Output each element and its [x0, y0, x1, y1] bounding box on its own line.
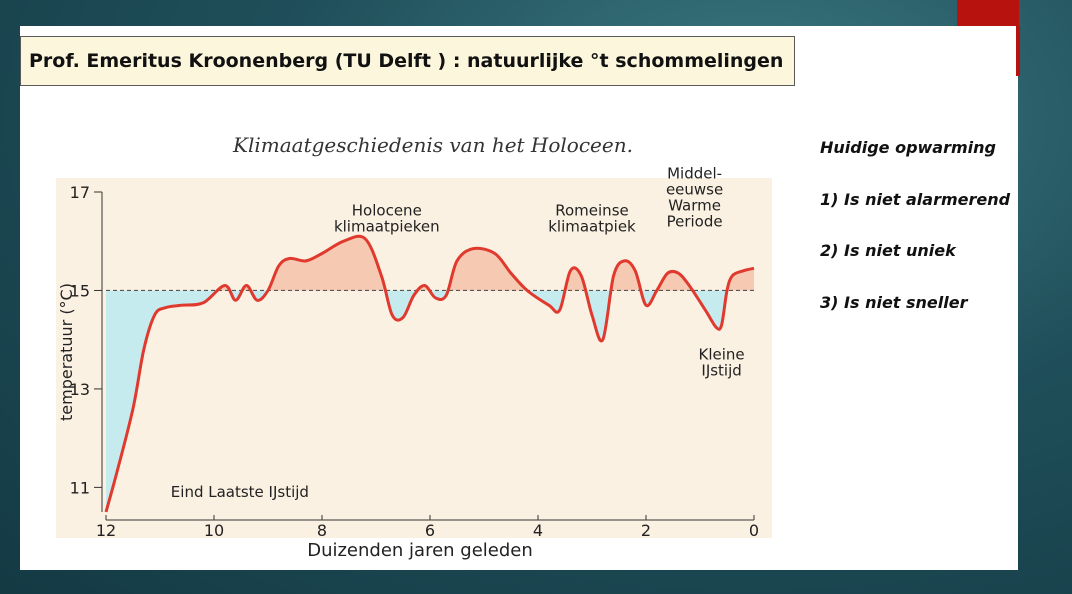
- holocene-chart: Klimaatgeschiedenis van het Holoceen. 17 1…: [56, 133, 772, 561]
- x-tick-label: 8: [317, 521, 327, 540]
- x-tick-label: 0: [749, 521, 759, 540]
- x-tick-label: 6: [425, 521, 435, 540]
- annotation-5: Eind Laatste IJstijd: [171, 483, 309, 501]
- note-item-2: 2) Is niet uniek: [820, 241, 956, 260]
- annotation-4: Kleine IJstijd: [699, 345, 745, 379]
- x-tick-label: 12: [96, 521, 116, 540]
- side-notes: Huidige opwarming 1) Is niet alarmerend …: [820, 136, 1020, 342]
- y-tick-label: 17: [70, 183, 90, 202]
- temperature-line: [104, 234, 755, 513]
- x-tick-label: 4: [533, 521, 543, 540]
- annotation-3: Middel-eeuwse Warme Periode: [666, 164, 723, 230]
- note-item-3: 3) Is niet sneller: [820, 292, 968, 312]
- x-tick-label: 10: [204, 521, 224, 540]
- y-tick-label: 13: [70, 380, 90, 399]
- area-above-mean: [217, 236, 754, 291]
- x-axis-label: Duizenden jaren geleden: [307, 540, 533, 561]
- chart-title: Klimaatgeschiedenis van het Holoceen.: [232, 133, 633, 157]
- slide-title: Prof. Emeritus Kroonenberg (TU Delft ) :…: [20, 36, 795, 86]
- x-tick-label: 2: [641, 521, 651, 540]
- note-item-1: 1) Is niet alarmerend: [820, 189, 1011, 209]
- y-axis-label: temperatuur (°C): [57, 283, 76, 421]
- red-accent-edge: [1016, 26, 1020, 76]
- note-heading: Huidige opwarming: [820, 138, 996, 157]
- y-tick-label: 15: [70, 281, 90, 300]
- red-accent-bar: [957, 0, 1019, 26]
- annotation-2: Romeinse klimaatpiek: [548, 201, 636, 235]
- annotation-1: Holocene klimaatpieken: [334, 201, 440, 235]
- y-tick-label: 11: [70, 478, 90, 497]
- chart-background: [56, 178, 772, 538]
